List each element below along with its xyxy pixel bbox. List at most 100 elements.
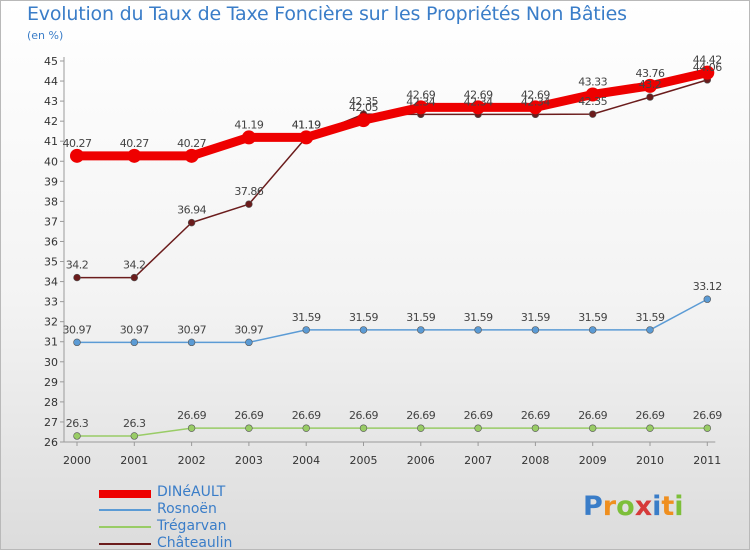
data-point bbox=[187, 424, 196, 432]
data-label: 41.19 bbox=[292, 118, 321, 131]
data-label: 36.94 bbox=[177, 204, 206, 217]
y-tick-label: 43 bbox=[44, 95, 58, 108]
legend-swatch-tregarvan bbox=[99, 526, 151, 528]
x-tick-label: 2008 bbox=[521, 454, 549, 467]
x-tick-label: 2010 bbox=[636, 454, 664, 467]
legend-swatch-dineault bbox=[99, 490, 151, 498]
x-tick-label: 2000 bbox=[63, 454, 91, 467]
y-tick-label: 44 bbox=[44, 75, 58, 88]
proxiti-logo[interactable]: Proxiti bbox=[583, 491, 684, 522]
y-axis-unit: (en %) bbox=[27, 29, 64, 42]
data-point bbox=[302, 326, 310, 334]
y-tick-label: 36 bbox=[44, 235, 58, 248]
data-label: 42.69 bbox=[406, 88, 435, 101]
data-label: 43.33 bbox=[578, 75, 607, 88]
legend-label: Châteaulin bbox=[157, 535, 233, 551]
data-point bbox=[127, 148, 142, 163]
data-point bbox=[643, 78, 657, 93]
data-label: 26.69 bbox=[349, 409, 378, 422]
data-point bbox=[245, 424, 253, 432]
y-tick-label: 42 bbox=[44, 115, 58, 128]
data-point bbox=[417, 326, 425, 334]
data-label: 42.69 bbox=[521, 88, 550, 101]
series-line-0 bbox=[77, 68, 709, 161]
data-point bbox=[187, 218, 196, 227]
data-label: 43.2 bbox=[639, 78, 662, 91]
x-tick-label: 2007 bbox=[464, 454, 492, 467]
data-point bbox=[588, 110, 597, 118]
data-point bbox=[130, 432, 139, 440]
logo-letter: i bbox=[674, 491, 684, 522]
data-point bbox=[703, 295, 711, 303]
data-label: 42.34 bbox=[521, 95, 550, 108]
data-point bbox=[646, 93, 654, 101]
x-tick-label: 2002 bbox=[178, 454, 206, 467]
data-label: 42.05 bbox=[349, 101, 378, 114]
data-label: 31.59 bbox=[578, 311, 607, 324]
data-label: 41.19 bbox=[292, 118, 321, 131]
data-label: 44.42 bbox=[693, 54, 722, 67]
data-label: 41.19 bbox=[234, 118, 263, 131]
data-point bbox=[73, 432, 81, 440]
data-label: 26.3 bbox=[66, 417, 89, 430]
data-point bbox=[245, 200, 253, 208]
data-point bbox=[359, 424, 368, 432]
y-tick-label: 38 bbox=[44, 195, 58, 208]
data-point bbox=[588, 326, 597, 334]
data-point bbox=[184, 148, 199, 163]
data-point bbox=[531, 326, 540, 334]
data-point bbox=[703, 424, 711, 432]
data-point bbox=[241, 130, 256, 145]
y-tick-label: 39 bbox=[44, 175, 58, 188]
data-label: 34.2 bbox=[123, 259, 146, 272]
data-label: 26.69 bbox=[464, 409, 493, 422]
logo-letter: t bbox=[661, 491, 675, 522]
legend-label: Rosnoën bbox=[157, 501, 217, 517]
data-label: 40.27 bbox=[177, 137, 206, 150]
data-point bbox=[130, 338, 139, 347]
data-point bbox=[646, 326, 654, 334]
x-tick-label: 2004 bbox=[292, 454, 320, 467]
x-tick-label: 2011 bbox=[693, 454, 721, 467]
data-point bbox=[299, 130, 314, 145]
data-label: 31.59 bbox=[406, 311, 435, 324]
data-label: 40.27 bbox=[63, 137, 92, 150]
y-tick-label: 29 bbox=[44, 376, 58, 389]
data-point bbox=[413, 100, 428, 115]
data-point bbox=[474, 326, 482, 334]
data-label: 42.34 bbox=[406, 95, 435, 108]
data-label: 26.69 bbox=[578, 409, 607, 422]
data-label: 37.86 bbox=[234, 185, 263, 198]
data-point bbox=[70, 148, 84, 163]
logo-letter: P bbox=[583, 491, 603, 522]
x-tick-label: 2009 bbox=[579, 454, 607, 467]
data-label: 33.12 bbox=[693, 280, 722, 293]
data-label: 30.97 bbox=[63, 323, 92, 336]
data-label: 31.59 bbox=[636, 311, 665, 324]
y-tick-label: 34 bbox=[44, 276, 58, 289]
legend-swatch-chateaulin bbox=[99, 543, 151, 545]
logo-letter: r bbox=[602, 491, 617, 522]
data-label: 31.59 bbox=[292, 311, 321, 324]
data-label: 30.97 bbox=[177, 323, 206, 336]
data-point bbox=[302, 424, 310, 432]
data-point bbox=[700, 65, 715, 80]
y-tick-label: 30 bbox=[44, 356, 58, 369]
legend-label: Trégarvan bbox=[157, 518, 227, 534]
data-point bbox=[417, 424, 425, 432]
data-label: 30.97 bbox=[120, 323, 149, 336]
y-tick-label: 28 bbox=[44, 396, 58, 409]
series-line-1 bbox=[77, 298, 708, 344]
data-label: 42.69 bbox=[464, 88, 493, 101]
x-tick-label: 2006 bbox=[407, 454, 435, 467]
data-point bbox=[130, 273, 139, 282]
data-label: 31.59 bbox=[521, 311, 550, 324]
legend-label: DINéAULT bbox=[157, 484, 226, 500]
data-label: 44.06 bbox=[693, 61, 722, 74]
data-label: 26.69 bbox=[177, 409, 206, 422]
data-label: 30.97 bbox=[234, 323, 263, 336]
data-label: 26.69 bbox=[636, 409, 665, 422]
data-label: 42.34 bbox=[464, 95, 493, 108]
data-label: 26.69 bbox=[292, 409, 321, 422]
data-point bbox=[359, 326, 368, 334]
